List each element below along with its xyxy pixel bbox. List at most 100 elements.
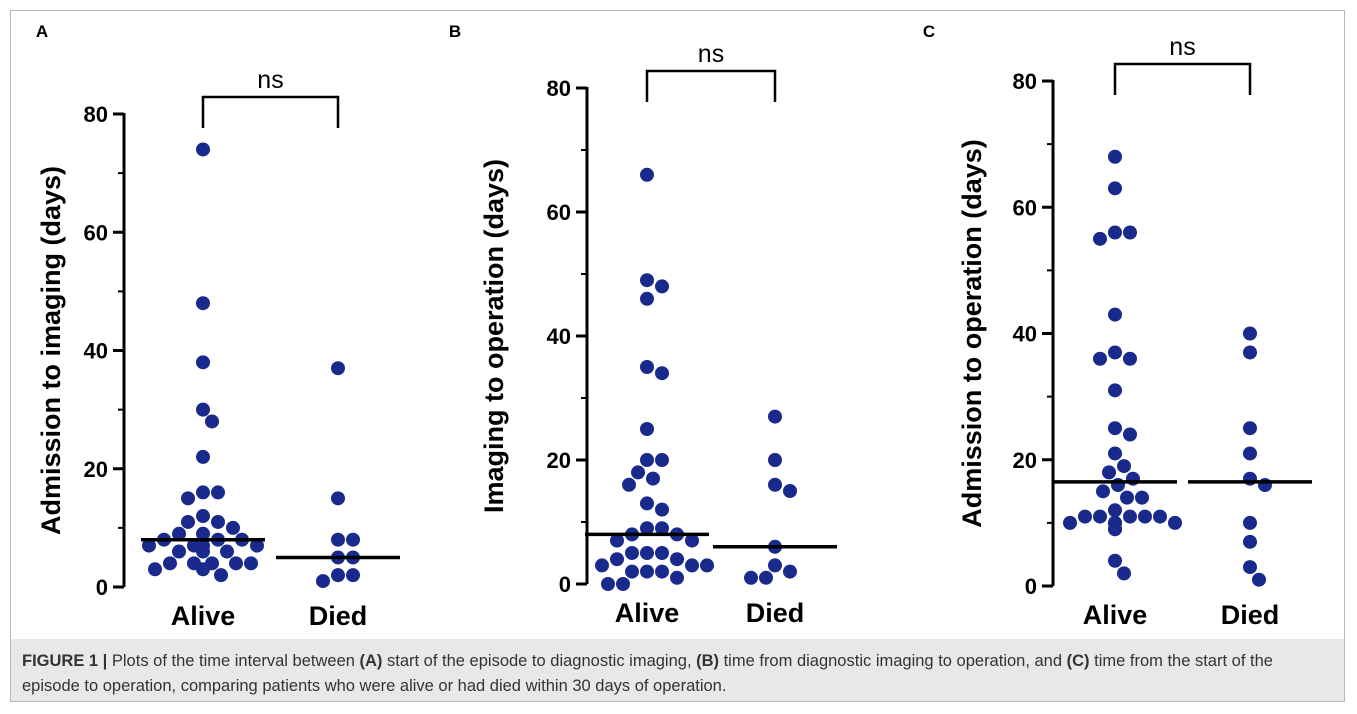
data-point	[1078, 509, 1092, 524]
data-point	[670, 570, 684, 585]
data-point	[625, 564, 639, 579]
data-point	[1108, 503, 1122, 518]
data-point	[655, 502, 669, 517]
x-tick-label: Died	[1221, 600, 1280, 630]
data-point	[768, 558, 782, 573]
data-point	[1153, 509, 1167, 524]
data-point	[229, 556, 243, 571]
data-point	[640, 546, 654, 560]
data-point	[1093, 231, 1107, 246]
data-point	[1108, 522, 1122, 537]
data-point	[640, 422, 654, 436]
data-point	[640, 496, 654, 511]
data-point	[640, 360, 654, 374]
data-point	[196, 526, 210, 541]
caption-text-2: start of the episode to diagnostic imagi…	[382, 652, 697, 670]
data-point	[181, 491, 195, 506]
data-point	[1102, 465, 1116, 480]
data-point	[1108, 181, 1122, 196]
data-point	[1123, 427, 1137, 442]
data-point	[783, 484, 797, 498]
data-point	[685, 558, 699, 573]
data-point	[196, 355, 210, 370]
y-tick-label: 80	[84, 102, 108, 127]
data-point	[1243, 560, 1257, 575]
data-point	[196, 402, 210, 417]
data-point	[610, 533, 624, 548]
data-point	[655, 366, 669, 381]
y-tick-label: 80	[1013, 69, 1037, 94]
panel-label: C	[923, 22, 935, 41]
data-point	[595, 558, 609, 573]
data-point	[250, 538, 264, 553]
significance-label: ns	[1169, 33, 1195, 61]
data-point	[1108, 345, 1122, 360]
data-point	[655, 564, 669, 579]
data-point	[211, 485, 225, 500]
data-point	[196, 296, 210, 311]
figure-caption: FIGURE 1 | Plots of the time interval be…	[11, 639, 1344, 701]
caption-text-1: Plots of the time interval between	[107, 652, 360, 670]
data-point	[1123, 509, 1137, 524]
data-point	[196, 509, 210, 524]
data-point	[1108, 421, 1122, 436]
data-point	[196, 485, 210, 500]
caption-ref-a: (A)	[359, 652, 383, 670]
x-tick-label: Alive	[615, 598, 680, 628]
data-point	[610, 552, 624, 567]
data-point	[1108, 446, 1122, 461]
data-point	[640, 167, 654, 182]
data-point	[625, 546, 639, 560]
significance-label: ns	[257, 66, 283, 94]
data-point	[346, 532, 360, 547]
data-point	[1135, 490, 1149, 505]
data-point	[601, 577, 615, 591]
data-point	[1108, 307, 1122, 322]
data-point	[226, 520, 240, 535]
data-point	[1252, 572, 1266, 587]
y-tick-label: 20	[547, 448, 571, 473]
data-point	[1108, 383, 1122, 398]
caption-text-3: time from diagnostic imaging to operatio…	[719, 652, 1067, 670]
data-point	[172, 544, 186, 559]
data-point	[640, 291, 654, 306]
figure-frame	[10, 10, 1345, 702]
y-axis-label: Admission to imaging (days)	[36, 166, 66, 535]
data-point	[1117, 566, 1131, 581]
data-point	[148, 562, 162, 577]
data-point	[316, 574, 330, 589]
data-point	[331, 568, 345, 583]
y-tick-label: 20	[1013, 448, 1037, 473]
y-tick-label: 40	[547, 324, 571, 349]
caption-ref-c: (C)	[1066, 652, 1090, 670]
data-point	[1120, 490, 1134, 505]
charts-canvas: A 0 20 40 60 80 Admission to imaging (days) Ali…	[36, 22, 1312, 631]
data-point	[1108, 149, 1122, 164]
data-point	[783, 564, 797, 579]
panel-c: C 0 20 40 60 80 Admission to operation (days) A…	[923, 22, 1312, 630]
data-point	[1168, 515, 1182, 530]
y-axis-label: Imaging to operation (days)	[479, 159, 509, 513]
y-tick-label: 0	[1025, 574, 1037, 599]
significance-bracket	[201, 95, 340, 128]
caption-text-4: time from the start of the episode to op…	[22, 652, 1273, 695]
data-point	[1117, 459, 1131, 474]
data-point	[768, 409, 782, 424]
data-point	[640, 453, 654, 467]
data-point	[1243, 515, 1257, 530]
data-point	[1096, 484, 1110, 499]
x-tick-label: Died	[746, 598, 805, 628]
data-point	[655, 279, 669, 294]
data-point	[1093, 509, 1107, 524]
data-point	[1243, 345, 1257, 360]
y-tick-label: 0	[96, 575, 108, 600]
data-point	[1108, 225, 1122, 240]
data-point	[346, 568, 360, 583]
data-point	[631, 465, 645, 480]
data-point	[1108, 553, 1122, 568]
data-point	[622, 477, 636, 492]
y-tick-label: 40	[84, 339, 108, 364]
y-tick-label: 60	[547, 200, 571, 225]
data-point	[142, 538, 156, 553]
data-point	[655, 546, 669, 560]
